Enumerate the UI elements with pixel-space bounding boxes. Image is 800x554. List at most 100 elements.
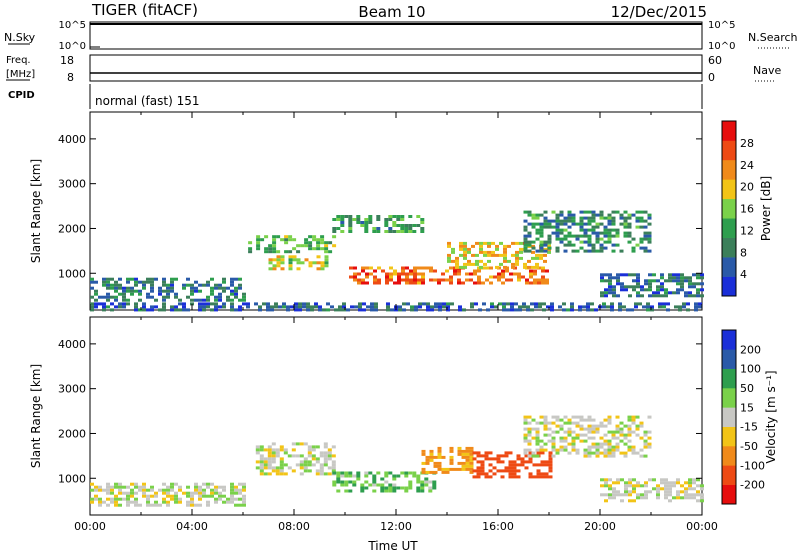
data-cell — [563, 430, 568, 434]
data-cell — [122, 289, 126, 293]
data-cell — [338, 308, 342, 312]
data-region — [268, 255, 329, 271]
data-cell — [324, 264, 329, 268]
data-cell — [348, 221, 353, 224]
data-cell — [587, 234, 592, 238]
data-cell — [126, 491, 130, 495]
colorbar-tick-label: 20 — [740, 181, 754, 194]
data-cell — [496, 460, 501, 464]
colorbar-tick-label: 4 — [740, 268, 747, 281]
data-cell — [600, 478, 604, 482]
data-cell — [643, 234, 648, 238]
data-cell — [402, 302, 406, 306]
data-cell — [386, 305, 390, 309]
data-cell — [644, 484, 648, 488]
data-cell — [218, 292, 222, 296]
data-cell — [344, 474, 349, 478]
data-cell — [530, 302, 534, 306]
beam-title: Beam 10 — [358, 3, 425, 21]
data-cell — [214, 491, 218, 495]
data-cell — [122, 295, 126, 299]
data-cell — [162, 488, 166, 492]
data-cell — [134, 500, 138, 504]
data-cell — [238, 503, 242, 507]
data-cell — [316, 241, 321, 245]
data-cell — [680, 288, 684, 292]
data-cell — [624, 285, 628, 289]
data-cell — [635, 424, 640, 428]
data-cell — [106, 292, 110, 296]
data-cell — [579, 418, 584, 422]
data-cell — [563, 228, 568, 232]
data-cell — [541, 269, 545, 273]
data-cell — [559, 240, 564, 244]
data-cell — [194, 286, 198, 290]
data-cell — [660, 487, 664, 491]
data-cell — [304, 244, 309, 248]
data-cell — [463, 265, 467, 269]
data-cell — [206, 305, 210, 309]
data-cell — [134, 283, 138, 287]
data-cell — [660, 294, 664, 298]
data-cell — [660, 481, 664, 485]
data-cell — [555, 222, 560, 226]
data-cell — [421, 461, 426, 465]
data-cell — [421, 281, 425, 285]
data-cell — [660, 282, 664, 286]
data-cell — [595, 430, 600, 434]
data-cell — [639, 210, 644, 214]
data-cell — [449, 446, 454, 450]
data-cell — [272, 235, 277, 239]
colorbar-swatch — [722, 330, 736, 350]
data-cell — [307, 448, 312, 452]
data-cell — [421, 449, 426, 453]
data-cell — [531, 250, 535, 254]
data-cell — [664, 487, 668, 491]
data-cell — [676, 276, 680, 280]
data-cell — [409, 272, 413, 276]
colorbar-tick-label: 50 — [740, 382, 754, 395]
data-cell — [615, 424, 620, 428]
data-cell — [267, 457, 272, 461]
data-cell — [130, 494, 134, 498]
data-cell — [218, 298, 222, 302]
colorbar-tick-label: -100 — [740, 459, 765, 472]
data-cell — [587, 424, 592, 428]
data-cell — [346, 308, 350, 312]
data-cell — [600, 279, 604, 283]
data-cell — [408, 486, 413, 490]
data-cell — [198, 485, 202, 489]
data-cell — [214, 305, 218, 309]
data-cell — [421, 278, 425, 282]
data-cell — [319, 463, 324, 467]
data-cell — [595, 234, 600, 238]
data-cell — [583, 427, 588, 431]
data-cell — [186, 500, 190, 504]
data-cell — [531, 222, 536, 226]
data-cell — [118, 485, 122, 489]
data-cell — [640, 288, 644, 292]
data-cell — [426, 308, 430, 312]
data-cell — [390, 308, 394, 312]
data-cell — [218, 295, 222, 299]
data-cell — [628, 499, 632, 503]
data-cell — [700, 288, 704, 292]
data-cell — [166, 503, 170, 507]
data-cell — [587, 430, 592, 434]
nsky-tick-bottom: 10^0 — [59, 41, 86, 52]
data-cell — [480, 466, 485, 470]
data-cell — [510, 308, 514, 312]
data-cell — [615, 442, 620, 446]
data-cell — [615, 210, 620, 214]
data-cell — [352, 480, 357, 484]
data-cell — [404, 471, 409, 475]
data-cell — [425, 458, 430, 462]
data-cell — [242, 488, 246, 492]
data-cell — [541, 281, 545, 285]
data-cell — [449, 278, 453, 282]
data-cell — [206, 503, 210, 507]
data-cell — [527, 249, 532, 253]
ytick-label: 2000 — [58, 427, 86, 440]
data-cell — [575, 424, 580, 428]
data-cell — [527, 243, 532, 247]
